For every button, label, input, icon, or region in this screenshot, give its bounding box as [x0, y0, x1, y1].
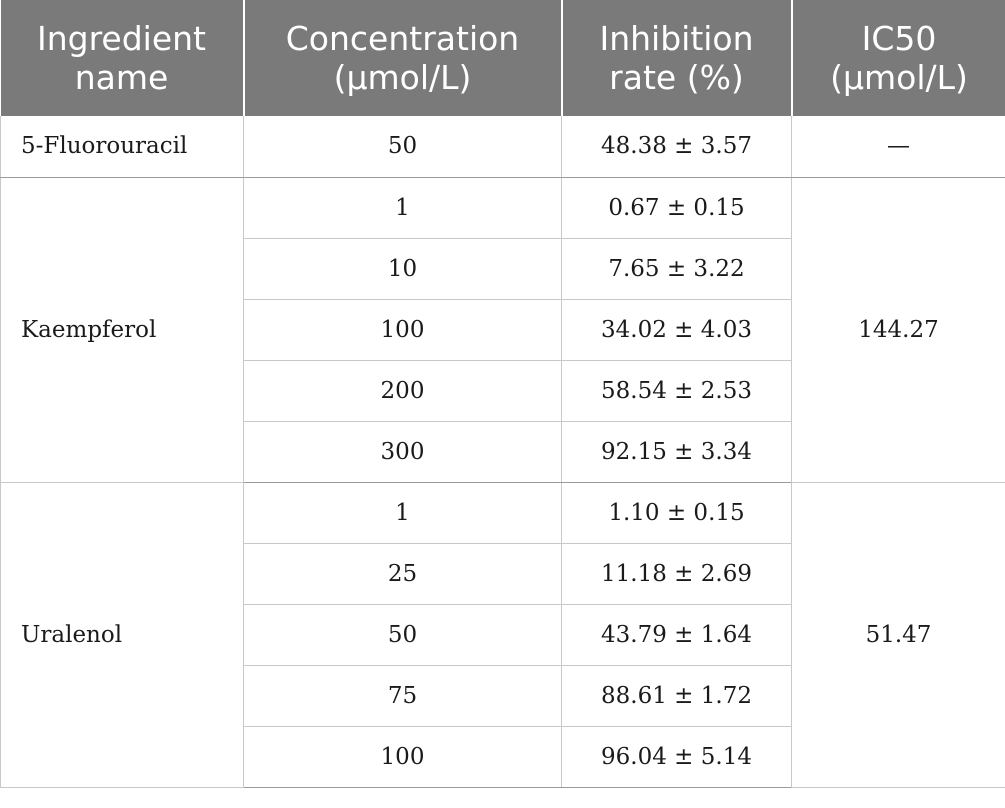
table-body: 5-Fluorouracil 50 48.38 ± 3.57 — Kaempfe… — [0, 116, 1005, 788]
table-row: 25 11.18 ± 2.69 — [1, 542, 1005, 605]
table-row: 5-Fluorouracil 50 48.38 ± 3.57 — — [0, 116, 1005, 178]
inhibition-cell: 43.79 ± 1.64 — [561, 603, 792, 666]
ingredient-name: Kaempferol — [0, 176, 244, 483]
inhibition-cell: 7.65 ± 3.22 — [561, 237, 792, 300]
inhibition-cell: 92.15 ± 3.34 — [561, 420, 792, 483]
ingredient-name: 5-Fluorouracil — [0, 116, 244, 178]
inhibition-cell: 96.04 ± 5.14 — [561, 725, 792, 788]
inhibition-cell: 48.38 ± 3.57 — [561, 116, 792, 178]
concentration-cell: 200 — [243, 359, 562, 422]
header-ingredient-name: Ingredient name — [0, 0, 244, 116]
concentration-cell: 50 — [243, 603, 562, 666]
inhibition-cell: 58.54 ± 2.53 — [561, 359, 792, 422]
concentration-cell: 25 — [243, 542, 562, 605]
header-inhibition-rate: Inhibition rate (%) — [560, 0, 792, 116]
inhibition-cell: 34.02 ± 4.03 — [561, 298, 792, 361]
table-row: Kaempferol 1 0.67 ± 0.15 144.27 — [0, 176, 1005, 483]
ic50-cell: 51.47 — [791, 481, 1005, 788]
ic50-cell: — — [791, 116, 1005, 178]
header-ic50: IC50 (μmol/L) — [790, 0, 1005, 116]
concentration-cell: 10 — [243, 237, 562, 300]
header-row: Ingredient name Concentration (μmol/L) I… — [0, 0, 1005, 116]
table-row: 100 96.04 ± 5.14 — [1, 725, 1005, 788]
table-row: 75 88.61 ± 1.72 — [1, 664, 1005, 727]
inhibition-cell: 11.18 ± 2.69 — [561, 542, 792, 605]
table-row: 50 43.79 ± 1.64 — [1, 603, 1005, 666]
table-row: Uralenol 1 1.10 ± 0.15 51.47 — [0, 481, 1005, 788]
inhibition-cell: 88.61 ± 1.72 — [561, 664, 792, 727]
concentration-cell: 75 — [243, 664, 562, 727]
inhibition-cell: 0.67 ± 0.15 — [561, 176, 792, 239]
data-table: Ingredient name Concentration (μmol/L) I… — [0, 0, 1005, 788]
concentration-cell: 1 — [243, 481, 562, 544]
table-header: Ingredient name Concentration (μmol/L) I… — [0, 0, 1005, 116]
inhibition-cell: 1.10 ± 0.15 — [561, 481, 792, 544]
concentration-cell: 100 — [243, 725, 562, 788]
ic50-cell: 144.27 — [791, 176, 1005, 483]
concentration-cell: 300 — [243, 420, 562, 483]
header-concentration: Concentration (μmol/L) — [242, 0, 562, 116]
ingredient-name: Uralenol — [0, 481, 244, 788]
concentration-cell: 50 — [243, 116, 562, 178]
concentration-cell: 100 — [243, 298, 562, 361]
table-row: 10 7.65 ± 3.22 — [1, 237, 1005, 300]
concentration-cell: 1 — [243, 176, 562, 239]
